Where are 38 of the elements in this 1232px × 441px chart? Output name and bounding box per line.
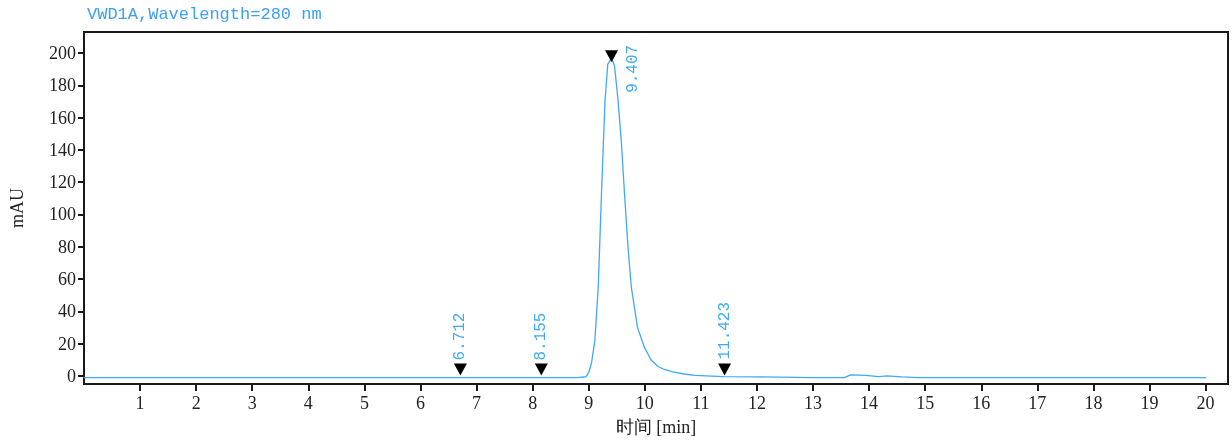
x-tick-label: 9 xyxy=(584,393,594,413)
x-tick-label: 4 xyxy=(303,393,313,413)
y-tick-label: 140 xyxy=(49,139,76,160)
x-tick-label: 11 xyxy=(692,393,710,413)
annotation: 11.423 xyxy=(715,301,734,360)
x-axis-title: 时间 [min] xyxy=(615,417,697,437)
x-tick-label: 10 xyxy=(635,393,654,413)
annotation: 9.407 xyxy=(623,44,642,93)
x-tick-label: 14 xyxy=(860,393,879,413)
x-tick-label: 18 xyxy=(1084,393,1103,413)
y-tick-label: 120 xyxy=(49,172,76,193)
x-tick-label: 13 xyxy=(804,393,823,413)
x-tick-label: 6 xyxy=(415,393,425,413)
x-tick-label: 16 xyxy=(972,393,991,413)
y-tick-label: 160 xyxy=(49,107,76,128)
y-tick-label: 180 xyxy=(49,75,76,96)
y-tick-label: 80 xyxy=(58,236,76,257)
x-tick-label: 3 xyxy=(247,393,257,413)
y-axis-title: mAU xyxy=(7,188,27,228)
x-tick-label: 7 xyxy=(472,393,482,413)
x-tick-label: 20 xyxy=(1196,393,1215,413)
y-tick-label: 60 xyxy=(58,269,76,290)
annotation: 8.155 xyxy=(532,312,551,361)
chart-title: VWD1A,Wavelength=280 nm xyxy=(87,5,322,24)
y-tick-label: 0 xyxy=(67,365,76,386)
x-tick-label: 2 xyxy=(191,393,201,413)
y-tick-label: 40 xyxy=(58,301,76,322)
y-tick-label: 200 xyxy=(49,42,76,63)
x-tick-label: 1 xyxy=(135,393,145,413)
x-tick-label: 5 xyxy=(359,393,369,413)
x-tick-label: 19 xyxy=(1140,393,1159,413)
annotation: 6.712 xyxy=(451,312,470,361)
y-tick-label: 20 xyxy=(58,333,76,354)
x-tick-label: 15 xyxy=(916,393,935,413)
x-tick-label: 8 xyxy=(528,393,538,413)
x-tick-label: 12 xyxy=(747,393,766,413)
y-tick-label: 100 xyxy=(49,204,76,225)
x-tick-label: 17 xyxy=(1028,393,1047,413)
